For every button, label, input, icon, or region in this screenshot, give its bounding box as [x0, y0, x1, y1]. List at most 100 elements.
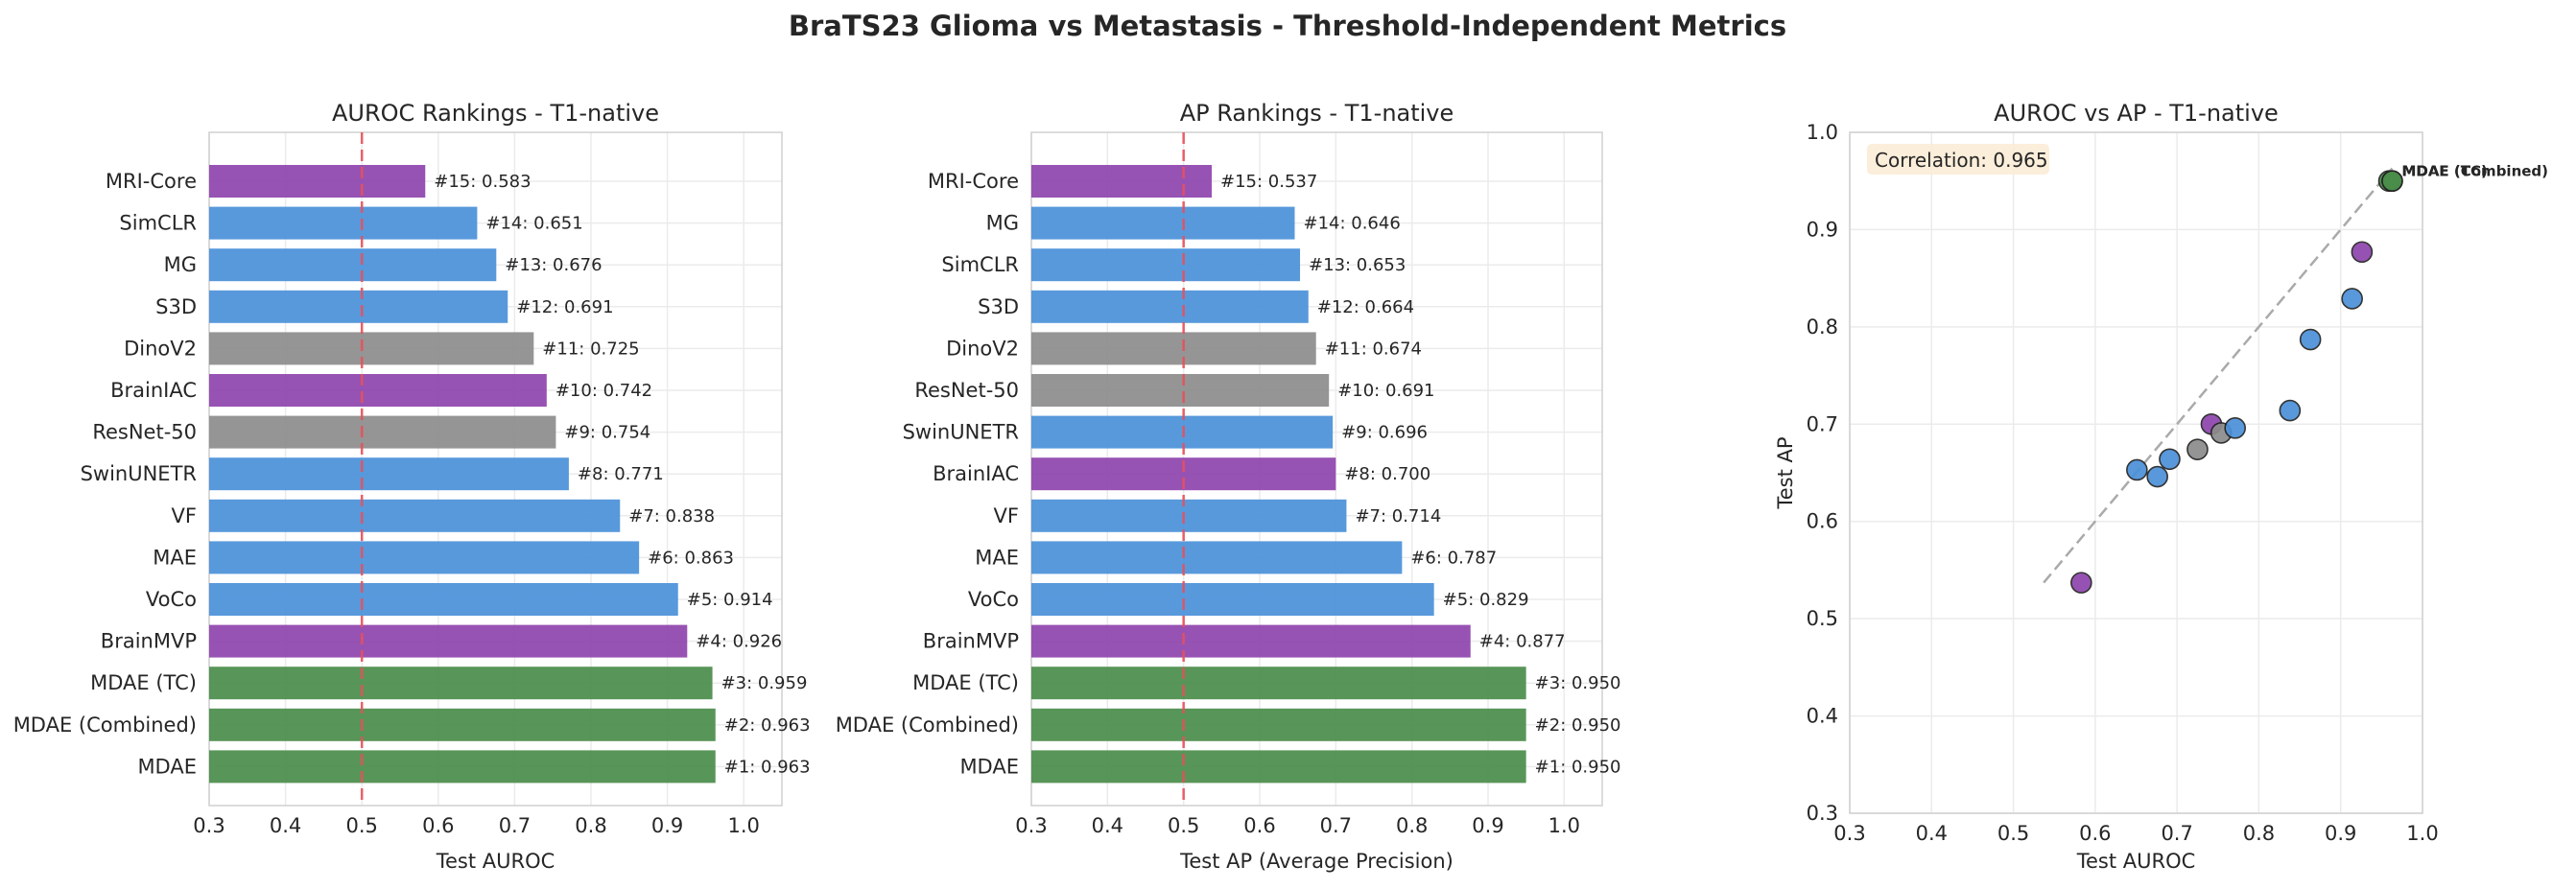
chart1-bar	[209, 206, 478, 240]
chart3-ytick-label: 0.8	[1807, 316, 1838, 339]
chart1-bar	[209, 667, 713, 700]
chart1-value-label: #14: 0.651	[485, 214, 582, 234]
chart2-xtick-label: 0.3	[1015, 814, 1047, 837]
chart2-category-label: VF	[994, 504, 1019, 527]
chart2-category-label: MDAE (Combined)	[836, 714, 1019, 737]
chart3-panel: 0.3 0.4 0.5 0.6 0.7 0.8 0.9 1.0 0.3 0.4 0.5 0.6 0.7 0…	[1774, 100, 2548, 873]
chart3-xtick-label: 0.5	[1997, 822, 2029, 845]
chart2-category-label: S3D	[978, 295, 1019, 318]
chart3-ytick-label: 0.6	[1807, 510, 1838, 533]
chart2-category-label: MRI-Core	[928, 170, 1019, 193]
chart1-xtick-label: 1.0	[727, 814, 759, 837]
chart2-value-label: #12: 0.664	[1317, 297, 1414, 317]
chart1-bar	[209, 499, 621, 532]
chart1-value-label: #1: 0.963	[724, 757, 811, 777]
chart2-panel: 0.3 0.4 0.5 0.6 0.7 0.8 0.9 1.0 #15: 0.537 MRI-Co…	[836, 100, 1621, 873]
chart2-value-label: #5: 0.829	[1443, 590, 1529, 610]
chart1-xtick-label: 0.5	[345, 814, 377, 837]
chart1-value-label: #6: 0.863	[648, 548, 734, 568]
figure-title: BraTS23 Glioma vs Metastasis - Threshold…	[789, 10, 1786, 42]
chart1-bar	[209, 415, 556, 449]
chart1-category-label: BrainIAC	[110, 379, 197, 402]
chart1-bar	[209, 541, 640, 574]
chart3-point	[2299, 328, 2322, 351]
chart1-bar	[209, 332, 534, 365]
chart3-ytick-label: 0.3	[1807, 802, 1838, 825]
chart1-title: AUROC Rankings - T1-native	[332, 100, 659, 127]
chart2-category-label: MDAE	[959, 755, 1019, 778]
chart2-title: AP Rankings - T1-native	[1180, 100, 1454, 127]
chart2-value-label: #10: 0.691	[1337, 381, 1434, 401]
chart2-xtick-label: 1.0	[1548, 814, 1580, 837]
chart1-xtick-label: 0.4	[270, 814, 301, 837]
chart2-value-label: #3: 0.950	[1535, 673, 1621, 693]
chart3-point	[2341, 288, 2363, 310]
chart3-xlabel: Test AUROC	[2076, 850, 2196, 873]
chart2-xtick-label: 0.9	[1472, 814, 1503, 837]
chart1-value-label: #4: 0.926	[696, 632, 782, 652]
chart2-value-label: #7: 0.714	[1355, 506, 1441, 526]
chart1-value-label: #13: 0.676	[505, 255, 602, 275]
chart3-xtick-label: 0.8	[2243, 822, 2275, 845]
chart2-xtick-label: 0.7	[1320, 814, 1352, 837]
chart1-category-label: SwinUNETR	[81, 462, 197, 485]
chart1-category-label: DinoV2	[124, 337, 197, 360]
chart1-category-label: SimCLR	[119, 212, 197, 235]
chart2-category-label: ResNet-50	[914, 379, 1019, 402]
chart2-bar	[1031, 415, 1334, 449]
chart1-bar	[209, 165, 426, 198]
chart1-category-label: MG	[164, 253, 197, 276]
chart2-category-label: MDAE (TC)	[912, 671, 1019, 694]
chart1-bar	[209, 374, 547, 407]
chart3-point	[2070, 572, 2092, 594]
chart1-bar	[209, 457, 569, 491]
chart3-ytick-label: 1.0	[1807, 121, 1838, 144]
chart1-category-label: MDAE	[137, 755, 197, 778]
chart1-xtick-label: 0.8	[575, 814, 606, 837]
chart2-value-label: #1: 0.950	[1535, 757, 1621, 777]
chart2-bar	[1031, 583, 1434, 616]
chart1-category-label: MDAE (TC)	[90, 671, 197, 694]
chart3-point	[2126, 458, 2148, 481]
chart2-xlabel: Test AP (Average Precision)	[1179, 850, 1453, 873]
chart2-category-label: VoCo	[968, 588, 1019, 611]
chart3-xtick-label: 1.0	[2406, 822, 2438, 845]
chart2-value-label: #8: 0.700	[1344, 464, 1430, 484]
chart2-bar	[1031, 290, 1309, 323]
chart3-point	[2159, 448, 2181, 471]
chart2-category-label: DinoV2	[946, 337, 1019, 360]
chart2-bar	[1031, 374, 1330, 407]
chart2-bar	[1031, 165, 1213, 198]
chart2-bar	[1031, 750, 1526, 784]
chart2-bar	[1031, 332, 1316, 365]
chart2-bar	[1031, 624, 1471, 658]
chart1-category-label: BrainMVP	[101, 630, 197, 653]
chart1-value-label: #10: 0.742	[555, 381, 652, 401]
chart3-point-label: MDAE (TC)	[2401, 163, 2487, 180]
chart2-value-label: #13: 0.653	[1309, 255, 1406, 275]
chart3-point	[2279, 399, 2302, 422]
chart3-point	[2186, 438, 2209, 460]
chart1-xlabel: Test AUROC	[436, 850, 555, 873]
chart1-category-label: MRI-Core	[106, 170, 197, 193]
chart1-category-label: ResNet-50	[92, 421, 197, 444]
chart1-category-label: S3D	[155, 295, 197, 318]
chart2-value-label: #14: 0.646	[1303, 214, 1400, 234]
chart2-category-label: BrainIAC	[933, 462, 1019, 485]
chart1-value-label: #2: 0.963	[724, 715, 811, 736]
chart3-xtick-label: 0.3	[1833, 822, 1865, 845]
chart2-value-label: #4: 0.877	[1479, 632, 1566, 652]
chart1-category-label: VoCo	[146, 588, 197, 611]
chart1-xtick-label: 0.3	[193, 814, 225, 837]
chart3-ytick-label: 0.7	[1807, 412, 1838, 435]
chart1-xtick-label: 0.6	[422, 814, 454, 837]
chart1-value-label: #12: 0.691	[516, 297, 613, 317]
chart3-diagonal-line	[2043, 167, 2394, 584]
chart2-xtick-label: 0.6	[1243, 814, 1275, 837]
chart2-xtick-label: 0.5	[1168, 814, 1199, 837]
chart2-bar	[1031, 541, 1403, 574]
chart1-category-label: MDAE (Combined)	[13, 714, 197, 737]
chart1-value-label: #5: 0.914	[687, 590, 773, 610]
